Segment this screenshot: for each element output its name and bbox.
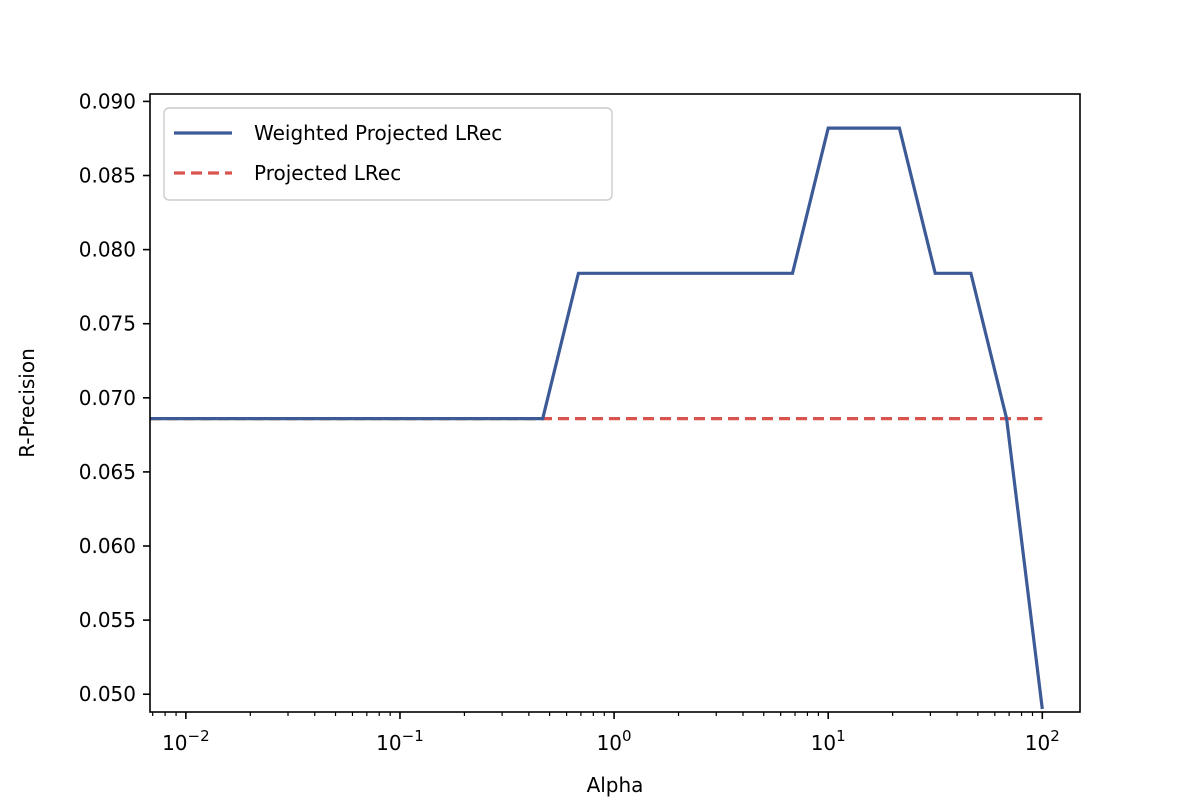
legend-label: Weighted Projected LRec (254, 121, 502, 145)
x-tick-label: 102 (1025, 727, 1060, 755)
legend: Weighted Projected LRec Projected LRec (163, 107, 613, 201)
plot-frame (149, 93, 1081, 713)
legend-box (163, 107, 613, 201)
legend-label: Projected LRec (254, 161, 401, 185)
y-tick-label: 0.070 (79, 386, 136, 410)
y-tick-label: 0.090 (79, 89, 136, 113)
y-tick-label: 0.065 (79, 460, 136, 484)
x-tick-label: 100 (597, 727, 632, 755)
y-axis-label: R-Precision (15, 348, 39, 458)
y-tick-label: 0.050 (79, 682, 136, 706)
series-layer (150, 126, 1044, 710)
y-tick-label: 0.060 (79, 534, 136, 558)
x-tick-label: 101 (811, 727, 846, 755)
y-tick-label: 0.080 (79, 238, 136, 262)
y-tick-label: 0.055 (79, 608, 136, 632)
x-tick-label: 10−2 (162, 727, 210, 755)
series-line (150, 126, 1044, 710)
ticks-layer: 0.050 0.055 0.060 0.065 0.070 0.075 0.080 0.085… (79, 89, 1060, 755)
y-tick-label: 0.085 (79, 164, 136, 188)
x-tick-label: 10−1 (376, 727, 424, 755)
x-axis-label: Alpha (587, 773, 644, 797)
y-tick-label: 0.075 (79, 312, 136, 336)
